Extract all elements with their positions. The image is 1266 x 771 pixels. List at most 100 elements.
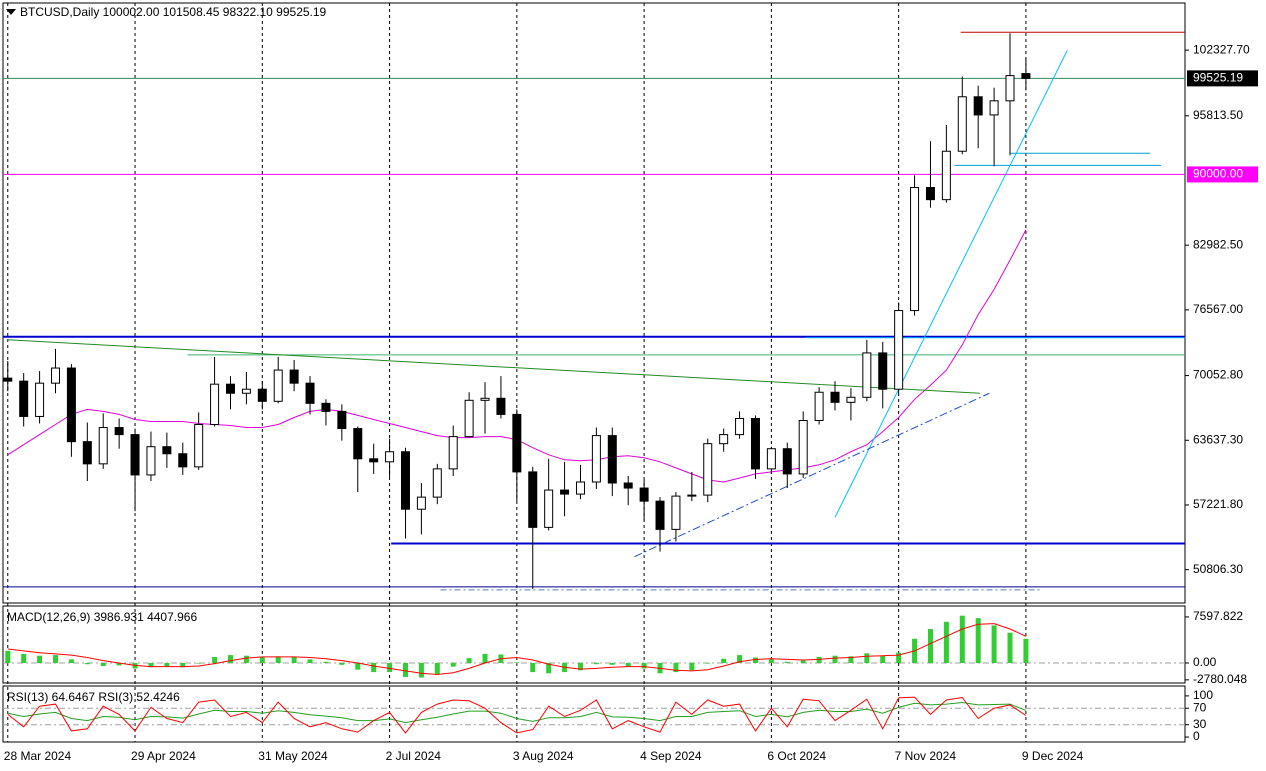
macd-bar bbox=[768, 659, 774, 663]
macd-bar bbox=[196, 662, 202, 664]
candle-body bbox=[162, 446, 172, 455]
candle-body bbox=[591, 435, 601, 483]
x-tick-label: 4 Sep 2024 bbox=[640, 749, 702, 763]
candle-body bbox=[655, 500, 665, 530]
candle-body bbox=[480, 397, 490, 401]
macd-bar bbox=[5, 650, 11, 663]
macd-bar bbox=[68, 659, 74, 663]
macd-bar bbox=[609, 662, 615, 665]
candle-body bbox=[194, 424, 204, 468]
macd-bar bbox=[689, 662, 695, 671]
macd-bar bbox=[450, 662, 456, 667]
y-tick-label: 57221.80 bbox=[1193, 497, 1243, 511]
candle-body bbox=[130, 434, 140, 476]
candle-body bbox=[575, 481, 585, 495]
macd-bar bbox=[21, 653, 27, 663]
signal-line bbox=[7, 623, 1027, 676]
macd-bar bbox=[943, 621, 949, 663]
candle-body bbox=[766, 448, 776, 470]
macd-bar bbox=[975, 618, 981, 663]
macd-bar bbox=[387, 662, 393, 673]
candle-body bbox=[369, 458, 379, 463]
candle-body bbox=[82, 441, 92, 465]
macd-bar bbox=[800, 660, 806, 663]
candle-body bbox=[3, 377, 13, 382]
candle-body bbox=[528, 471, 538, 528]
candle-body bbox=[448, 436, 458, 470]
macd-bar bbox=[1023, 638, 1029, 663]
macd-bar bbox=[84, 662, 90, 665]
macd-bar bbox=[927, 629, 933, 663]
candle-body bbox=[98, 427, 108, 465]
x-tick-label: 6 Oct 2024 bbox=[767, 749, 826, 763]
candle-body bbox=[241, 388, 251, 394]
panel-title: RSI(13) 64.6467 RSI(3) 52.4246 bbox=[7, 690, 180, 704]
candle-body bbox=[464, 399, 474, 438]
candle-body bbox=[973, 96, 983, 116]
candle-body bbox=[560, 489, 570, 495]
macd-bar bbox=[371, 662, 377, 673]
rsi-line bbox=[7, 696, 1027, 734]
candle-body bbox=[623, 482, 633, 489]
candle-body bbox=[146, 446, 156, 476]
macd-bar bbox=[37, 655, 43, 663]
price-tag bbox=[1187, 166, 1258, 183]
x-tick-label: 29 Apr 2024 bbox=[131, 749, 196, 763]
candle-body bbox=[957, 96, 967, 152]
macd-bar bbox=[259, 657, 265, 663]
candle-body bbox=[750, 417, 760, 470]
macd-bar bbox=[991, 625, 997, 663]
y-tick-label: 63637.30 bbox=[1193, 432, 1243, 446]
candle-body bbox=[798, 419, 808, 475]
macd-bar bbox=[705, 662, 711, 664]
macd-bar bbox=[1007, 632, 1013, 663]
x-tick-label: 7 Nov 2024 bbox=[895, 749, 957, 763]
candle-body bbox=[1005, 75, 1015, 102]
panel-title: BTCUSD,Daily 100002.00 101508.45 98322.1… bbox=[20, 5, 327, 19]
y-tick-label: 95813.50 bbox=[1193, 108, 1243, 122]
macd-bar bbox=[864, 653, 870, 663]
symbol-menu-arrow[interactable] bbox=[6, 9, 16, 15]
candle-body bbox=[289, 369, 299, 384]
macd-bar bbox=[625, 662, 631, 667]
candle-body bbox=[671, 495, 681, 530]
trend-line bbox=[7, 339, 980, 394]
x-tick-label: 28 Mar 2024 bbox=[4, 749, 72, 763]
candle-body bbox=[432, 468, 442, 498]
macd-bar bbox=[482, 653, 488, 663]
candle-body bbox=[989, 100, 999, 116]
x-tick-label: 9 Dec 2024 bbox=[1022, 749, 1084, 763]
trend-line bbox=[634, 392, 990, 558]
candle-body bbox=[814, 391, 824, 421]
candle-body bbox=[925, 187, 935, 201]
candle-body bbox=[846, 396, 856, 403]
macd-bar bbox=[227, 655, 233, 663]
macd-bar bbox=[832, 655, 838, 663]
candle-body bbox=[830, 391, 840, 403]
candle-body bbox=[19, 380, 29, 417]
candle-body bbox=[719, 434, 729, 445]
candle-body bbox=[735, 417, 745, 436]
macd-bar bbox=[100, 662, 106, 667]
macd-bar bbox=[243, 655, 249, 663]
panel-frame bbox=[2, 685, 1186, 743]
candle-body bbox=[416, 496, 426, 510]
y-tick-label: 70052.80 bbox=[1193, 368, 1243, 382]
macd-bar bbox=[816, 656, 822, 663]
x-tick-label: 2 Jul 2024 bbox=[386, 749, 442, 763]
candle-body bbox=[305, 382, 315, 404]
macd-bar bbox=[641, 662, 647, 669]
candle-body bbox=[703, 443, 713, 496]
macd-bar bbox=[212, 656, 218, 663]
x-tick-label: 3 Aug 2024 bbox=[513, 749, 574, 763]
macd-bar bbox=[848, 656, 854, 663]
candle-body bbox=[639, 487, 649, 502]
macd-bar bbox=[52, 655, 58, 663]
macd-bar bbox=[514, 662, 520, 663]
x-tick-label: 31 May 2024 bbox=[258, 749, 328, 763]
candle-body bbox=[512, 413, 522, 473]
candle-body bbox=[385, 451, 395, 463]
candle-body bbox=[862, 352, 872, 398]
price-tag-label: 90000.00 bbox=[1193, 167, 1243, 181]
